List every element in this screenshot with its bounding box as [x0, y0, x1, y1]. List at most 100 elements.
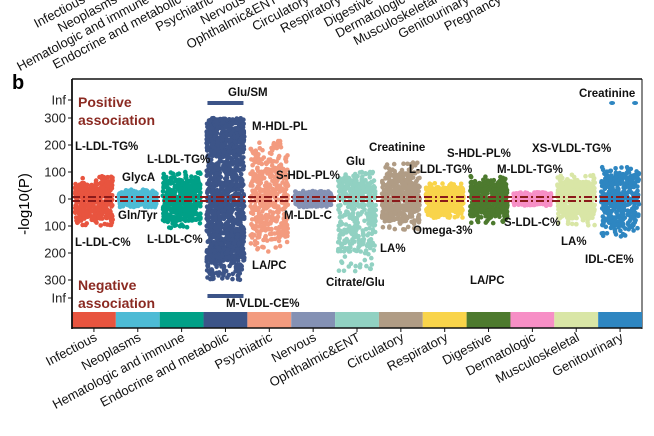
data-point [181, 224, 186, 229]
data-point [226, 144, 232, 150]
data-point [384, 206, 390, 212]
data-point [240, 166, 245, 172]
data-point [204, 132, 210, 138]
data-point [176, 171, 182, 176]
data-point [219, 253, 225, 259]
data-point [206, 239, 211, 244]
data-point [84, 209, 90, 215]
data-point [209, 272, 214, 278]
data-point [212, 149, 217, 155]
data-point [413, 180, 418, 185]
data-point [250, 225, 256, 230]
data-point [436, 211, 442, 216]
data-point [270, 148, 275, 153]
data-point [343, 172, 348, 177]
data-point [176, 217, 181, 223]
data-point [309, 190, 315, 196]
data-point [385, 174, 391, 180]
data-point [270, 217, 275, 223]
data-point [106, 180, 111, 186]
data-point [256, 211, 262, 217]
data-point [276, 238, 282, 244]
data-point [106, 214, 111, 220]
data-point [146, 202, 152, 207]
data-point [233, 177, 239, 182]
data-point [415, 218, 421, 223]
data-point [408, 212, 414, 217]
data-point [217, 156, 223, 161]
data-point [431, 211, 436, 217]
data-point [190, 179, 195, 185]
data-point [220, 213, 226, 218]
data-point [369, 217, 375, 222]
data-point [214, 161, 220, 166]
data-point [239, 231, 245, 236]
data-point [387, 190, 392, 195]
data-point [234, 262, 240, 268]
data-point [394, 205, 400, 210]
data-point [253, 177, 259, 182]
data-point [205, 275, 210, 280]
data-point [335, 239, 341, 245]
data-point [162, 180, 168, 185]
data-point [280, 225, 286, 231]
data-point [209, 267, 214, 272]
data-point [208, 248, 214, 253]
data-point [447, 182, 453, 188]
data-point [238, 149, 243, 154]
data-point [237, 182, 242, 188]
data-point [388, 213, 394, 218]
data-point [197, 215, 203, 220]
data-point [143, 188, 149, 193]
data-point [382, 188, 388, 193]
data-point [206, 256, 212, 262]
data-point [316, 201, 322, 207]
data-point [261, 215, 267, 220]
data-point [211, 145, 216, 150]
data-point [400, 188, 405, 193]
data-point [220, 120, 226, 125]
data-point [191, 207, 197, 212]
data-point [238, 251, 244, 257]
data-point [386, 217, 392, 222]
data-point [403, 214, 409, 219]
data-point [97, 206, 102, 212]
data-point [214, 253, 219, 259]
data-point [346, 239, 351, 244]
data-point [93, 218, 98, 224]
data-point [358, 211, 363, 217]
panel-label: b [12, 72, 24, 94]
data-point [230, 276, 235, 282]
data-point [283, 156, 288, 162]
data-point [285, 183, 291, 188]
data-point [265, 204, 270, 210]
data-point [327, 201, 333, 207]
data-point [79, 180, 85, 186]
data-point [192, 211, 198, 217]
data-point [136, 190, 142, 195]
data-point [221, 237, 227, 242]
data-point [212, 176, 217, 181]
data-point [347, 248, 353, 254]
data-point [161, 171, 166, 177]
data-point [268, 184, 273, 190]
data-point [276, 185, 281, 191]
data-point [387, 225, 392, 230]
data-point [256, 152, 261, 157]
data-point [358, 262, 363, 267]
data-point [206, 207, 212, 212]
data-point [166, 186, 172, 191]
data-point [168, 212, 173, 217]
data-point [266, 249, 271, 254]
data-point [192, 184, 198, 190]
data-point [372, 189, 378, 194]
data-point [234, 126, 240, 132]
data-point [205, 148, 210, 153]
data-point [261, 237, 266, 243]
data-point [270, 210, 276, 215]
data-point [368, 207, 374, 213]
data-point [204, 268, 210, 273]
data-point [110, 202, 115, 208]
data-point [427, 205, 433, 211]
data-point [238, 130, 243, 136]
